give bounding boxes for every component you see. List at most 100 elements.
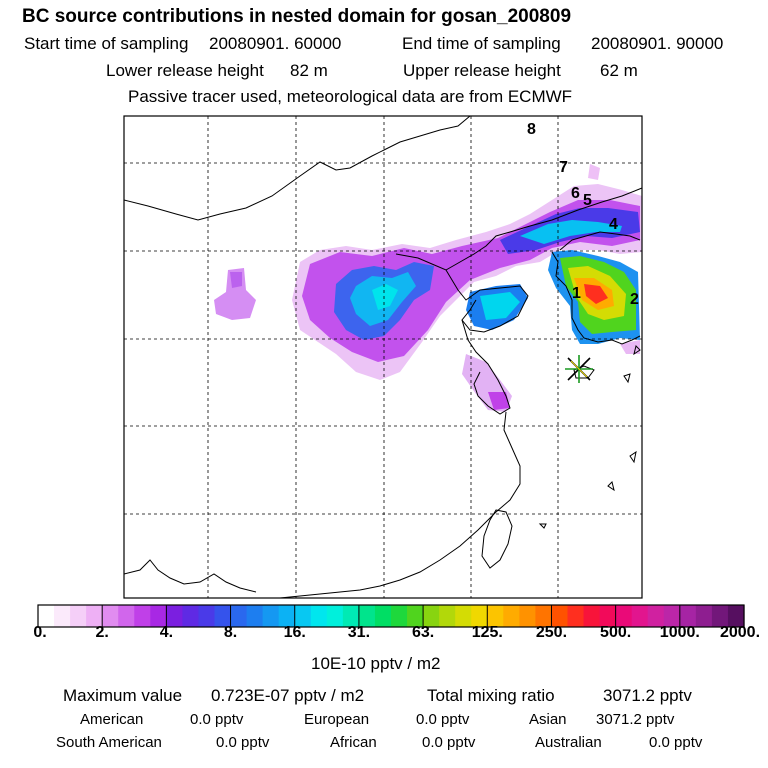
colorbar-swatch <box>102 605 119 627</box>
upper-height-label: Upper release height <box>403 61 561 80</box>
point-label-6: 6 <box>571 185 580 202</box>
source-value: 0.0 pptv <box>190 711 244 728</box>
source-name: European <box>304 711 370 728</box>
lower-height-label: Lower release height <box>106 61 264 80</box>
colorbar-swatch <box>535 605 553 627</box>
colorbar-tick-label: 250. <box>535 624 568 641</box>
colorbar-swatch <box>487 605 504 627</box>
colorbar-tick-label: 4. <box>159 624 174 641</box>
colorbar-swatch <box>583 605 601 627</box>
upper-height-value: 62 m <box>600 61 638 80</box>
colorbar-tick-label: 2. <box>95 624 109 641</box>
end-time-label: End time of sampling <box>402 34 561 53</box>
colorbar-swatch <box>551 605 569 627</box>
colorbar-swatch <box>695 605 713 627</box>
contribution-field <box>214 164 642 412</box>
start-time-value: 20080901. 60000 <box>209 34 342 53</box>
colorbar-tick-label: 31. <box>347 624 371 641</box>
colorbar-swatch <box>391 605 408 627</box>
colorbar-swatch <box>647 605 665 627</box>
colorbar-swatch <box>86 605 103 627</box>
colorbar-swatch <box>214 605 232 627</box>
colorbar <box>38 605 745 627</box>
colorbar-swatch <box>198 605 216 627</box>
source-name: American <box>80 711 144 728</box>
colorbar-unit: 10E-10 pptv / m2 <box>311 654 441 673</box>
colorbar-swatch <box>455 605 472 627</box>
max-value: 0.723E-07 pptv / m2 <box>211 686 365 705</box>
end-time-value: 20080901. 90000 <box>591 34 724 53</box>
lower-height-value: 82 m <box>290 61 328 80</box>
colorbar-tick-label: 125. <box>471 624 503 641</box>
colorbar-swatch <box>439 605 456 627</box>
colorbar-tick-label: 500. <box>600 624 632 641</box>
colorbar-swatch <box>567 605 585 627</box>
colorbar-swatch <box>70 605 87 627</box>
map-frame <box>123 115 643 599</box>
point-label-5: 5 <box>583 192 592 209</box>
plot-title: BC source contributions in nested domain… <box>22 6 572 27</box>
colorbar-swatch <box>278 605 296 627</box>
colorbar-swatch <box>374 605 392 627</box>
colorbar-swatch <box>631 605 649 627</box>
colorbar-tick-label: 0. <box>33 624 47 641</box>
colorbar-swatch <box>294 605 312 627</box>
colorbar-tick-label: 2000. <box>719 624 761 641</box>
colorbar-tick-label: 1000. <box>659 624 700 641</box>
point-label-2: 2 <box>630 291 639 308</box>
total-mixing-value: 3071.2 pptv <box>603 686 692 705</box>
colorbar-swatch <box>358 605 376 627</box>
coastlines <box>123 115 643 599</box>
colorbar-dividers <box>101 605 681 627</box>
colorbar-swatch <box>262 605 280 627</box>
colorbar-swatch <box>727 605 745 627</box>
point-label-7: 7 <box>559 159 568 176</box>
colorbar-swatch <box>519 605 537 627</box>
max-value-label: Maximum value <box>63 686 183 705</box>
colorbar-swatch <box>134 605 151 627</box>
colorbar-swatch <box>663 605 681 627</box>
colorbar-swatch <box>326 605 344 627</box>
source-name: Asian <box>529 711 567 728</box>
gridlines <box>124 116 642 598</box>
colorbar-swatch <box>407 605 424 627</box>
source-value: 0.0 pptv <box>216 734 270 751</box>
gosan-marker-icon <box>565 355 593 383</box>
total-mixing-label: Total mixing ratio <box>427 686 555 705</box>
colorbar-swatch <box>246 605 264 627</box>
tracer-note: Passive tracer used, meteorological data… <box>128 87 573 106</box>
colorbar-frame <box>37 604 745 628</box>
trajectory-labels: 8 7 6 5 4 1 2 <box>527 121 639 308</box>
colorbar-swatch <box>38 605 55 627</box>
colorbar-swatch <box>54 605 71 627</box>
point-label-1: 1 <box>572 285 581 302</box>
colorbar-swatch <box>423 605 440 627</box>
source-value: 0.0 pptv <box>422 734 476 751</box>
point-label-8: 8 <box>527 121 536 138</box>
source-value: 0.0 pptv <box>416 711 470 728</box>
colorbar-swatch <box>166 605 184 627</box>
colorbar-swatch <box>230 605 248 627</box>
colorbar-swatch <box>182 605 200 627</box>
source-value: 0.0 pptv <box>649 734 703 751</box>
colorbar-tick-label: 16. <box>283 624 306 641</box>
colorbar-swatch <box>711 605 729 627</box>
point-label-4: 4 <box>609 216 618 233</box>
colorbar-swatch <box>503 605 520 627</box>
colorbar-tick-label: 63. <box>411 624 435 641</box>
colorbar-swatch <box>118 605 135 627</box>
colorbar-swatch <box>679 605 697 627</box>
source-name: Australian <box>535 734 602 751</box>
colorbar-swatch <box>310 605 328 627</box>
source-value: 3071.2 pptv <box>596 711 675 728</box>
colorbar-swatch <box>615 605 633 627</box>
colorbar-swatch <box>150 605 167 627</box>
colorbar-swatch <box>599 605 617 627</box>
start-time-label: Start time of sampling <box>24 34 189 53</box>
colorbar-swatch <box>342 605 360 627</box>
colorbar-tick-label: 8. <box>223 624 238 641</box>
source-name: African <box>330 734 377 751</box>
colorbar-swatch <box>471 605 488 627</box>
source-name: South American <box>56 734 162 751</box>
